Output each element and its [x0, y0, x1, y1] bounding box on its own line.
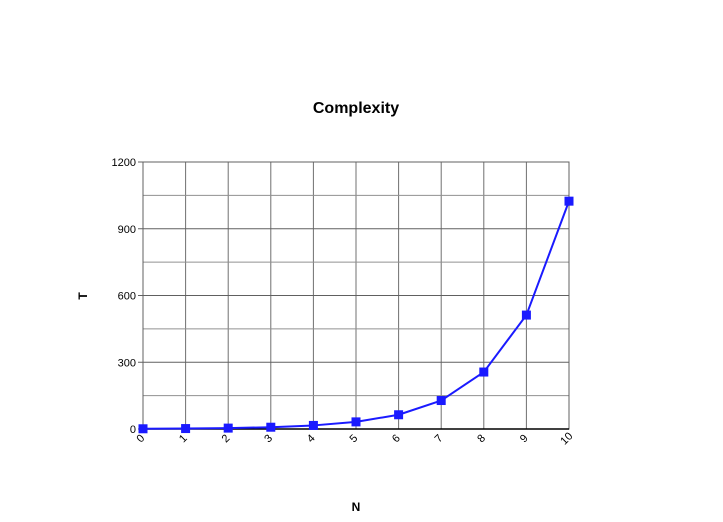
data-point-marker [181, 424, 191, 434]
y-tick-label: 300 [118, 357, 136, 369]
data-point-marker [308, 420, 318, 430]
data-point-marker [521, 310, 531, 320]
data-point-marker [436, 396, 446, 406]
y-tick-label: 1200 [112, 157, 136, 169]
y-tick-labels: 0 300 600 900 1200 [112, 157, 136, 436]
data-point-marker [479, 367, 489, 377]
data-point-marker [394, 410, 404, 420]
chart-title: Complexity [313, 100, 399, 117]
data-point-marker [351, 417, 361, 427]
y-tick-label: 0 [130, 424, 136, 436]
data-point-marker [138, 424, 148, 434]
y-tick-label: 900 [118, 224, 136, 236]
y-tick-label: 600 [118, 291, 136, 303]
x-axis-title: N [352, 500, 361, 514]
data-point-marker [223, 423, 233, 433]
data-point-marker [266, 422, 276, 432]
data-point-marker [564, 196, 574, 206]
series [138, 196, 574, 434]
y-axis-title: T [76, 292, 90, 300]
